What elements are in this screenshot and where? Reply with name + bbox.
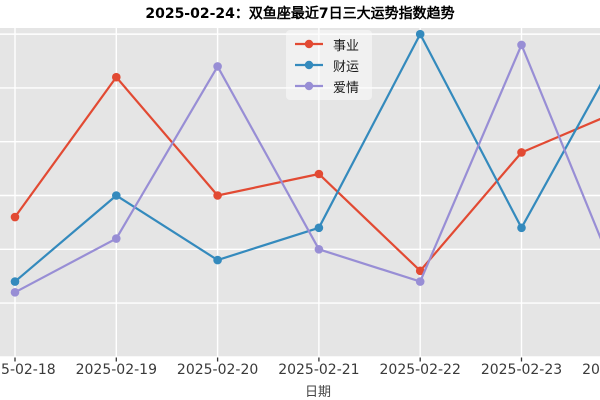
- data-point-事业: [517, 148, 526, 157]
- data-point-事业: [112, 72, 121, 82]
- data-point-事业: [314, 169, 324, 179]
- data-point-爱情: [415, 277, 425, 286]
- data-point-爱情: [112, 234, 121, 243]
- x-tick-label: 2025-02-23: [480, 362, 563, 378]
- x-tick-label: 2025-02-21: [278, 362, 360, 378]
- data-point-财运: [112, 191, 121, 200]
- x-tick-label: 2025-02-22: [379, 362, 461, 378]
- legend-line-marker-icon: [295, 39, 323, 49]
- x-tick-label: 2025-02-19: [75, 362, 157, 378]
- x-tick-label: 2025-02-18: [0, 362, 56, 378]
- x-axis-title: 日期: [304, 385, 332, 400]
- chart-title: 2025-02-24：双鱼座最近7日三大运势指数趋势: [145, 6, 455, 22]
- legend-label: 爱情: [333, 80, 360, 96]
- legend-line-marker-icon: [295, 81, 323, 91]
- legend-item-财运: 财运: [294, 55, 359, 75]
- legend-item-事业: 事业: [294, 34, 359, 54]
- legend: 事业 财运 爱情: [286, 30, 373, 100]
- legend-line-marker-icon: [295, 60, 323, 70]
- legend-label: 财运: [333, 59, 360, 75]
- data-point-财运: [213, 255, 222, 265]
- data-point-财运: [10, 277, 20, 286]
- data-point-爱情: [10, 288, 20, 297]
- data-point-财运: [415, 29, 425, 39]
- data-point-事业: [213, 191, 222, 200]
- data-point-事业: [415, 266, 425, 276]
- x-tick-label: 2025-02-20: [176, 362, 259, 378]
- legend-label: 事业: [333, 38, 360, 54]
- legend-item-爱情: 爱情: [294, 76, 359, 96]
- data-point-财运: [517, 223, 526, 233]
- data-point-事业: [10, 212, 20, 222]
- data-point-爱情: [213, 62, 222, 71]
- data-point-爱情: [314, 245, 324, 254]
- data-point-财运: [314, 223, 324, 233]
- x-tick-label: 2025-02-24: [582, 362, 600, 378]
- data-point-爱情: [517, 40, 526, 50]
